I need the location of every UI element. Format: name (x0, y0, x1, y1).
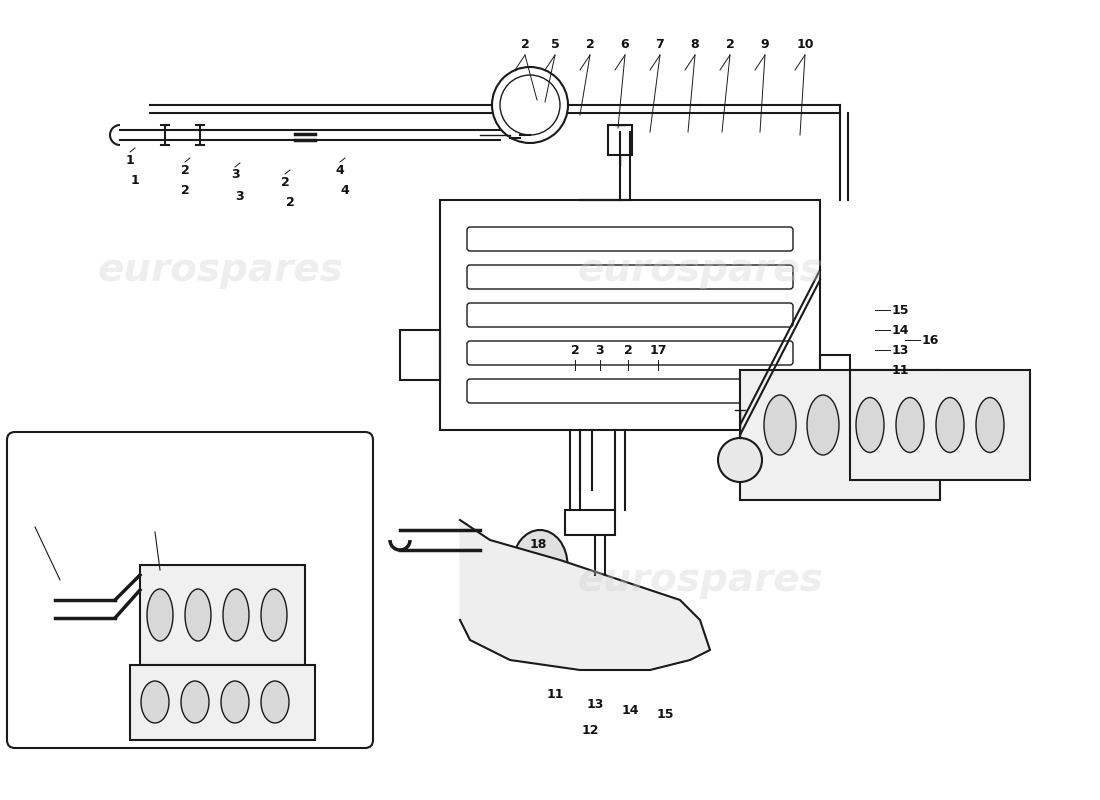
Text: 17: 17 (649, 343, 667, 357)
Text: eurospares: eurospares (578, 251, 823, 289)
Text: 8: 8 (691, 38, 700, 51)
Text: 3: 3 (235, 190, 244, 203)
Ellipse shape (764, 395, 796, 455)
Text: 2: 2 (571, 343, 580, 357)
Text: eurospares: eurospares (578, 561, 823, 599)
Text: 3: 3 (596, 343, 604, 357)
Text: 2: 2 (520, 38, 529, 51)
Text: 6: 6 (620, 38, 629, 51)
Bar (820, 355, 850, 390)
Text: 2: 2 (286, 195, 295, 209)
Ellipse shape (185, 589, 211, 641)
Ellipse shape (856, 398, 884, 453)
Text: 1: 1 (125, 154, 134, 166)
Ellipse shape (850, 395, 882, 455)
Ellipse shape (147, 589, 173, 641)
Text: 2: 2 (726, 38, 735, 51)
Text: eurospares: eurospares (97, 251, 343, 289)
Ellipse shape (513, 530, 568, 600)
Text: 10: 10 (796, 38, 814, 51)
Text: 13: 13 (586, 698, 604, 711)
Text: 4: 4 (341, 183, 350, 197)
FancyBboxPatch shape (7, 432, 373, 748)
Bar (440, 200, 820, 430)
Text: 2: 2 (624, 343, 632, 357)
Text: 15: 15 (891, 303, 909, 317)
Text: 19: 19 (146, 518, 164, 531)
Text: 11: 11 (891, 363, 909, 377)
Bar (608, 125, 632, 155)
Polygon shape (460, 520, 710, 670)
Text: 14: 14 (891, 323, 909, 337)
Ellipse shape (261, 681, 289, 723)
Text: 5: 5 (551, 38, 560, 51)
Text: 3: 3 (231, 169, 240, 182)
Ellipse shape (182, 681, 209, 723)
Text: 4: 4 (336, 163, 344, 177)
Text: 14: 14 (621, 703, 639, 717)
Ellipse shape (223, 589, 249, 641)
Bar (740, 370, 940, 500)
Text: eurospares: eurospares (97, 561, 343, 599)
Ellipse shape (893, 395, 925, 455)
Text: 7: 7 (656, 38, 664, 51)
Ellipse shape (141, 681, 169, 723)
Text: 13: 13 (891, 343, 909, 357)
Text: 1: 1 (131, 174, 140, 186)
Text: 16: 16 (922, 334, 938, 346)
Text: 9: 9 (761, 38, 769, 51)
Text: 2: 2 (180, 163, 189, 177)
Text: 11: 11 (547, 689, 563, 702)
Text: 2: 2 (180, 183, 189, 197)
Text: 20: 20 (26, 514, 44, 526)
Bar (565, 510, 615, 535)
Ellipse shape (896, 398, 924, 453)
Text: 12: 12 (581, 723, 598, 737)
Bar (140, 565, 305, 665)
Circle shape (718, 438, 762, 482)
Bar (130, 665, 315, 740)
Ellipse shape (976, 398, 1004, 453)
Bar (400, 330, 440, 380)
Ellipse shape (807, 395, 839, 455)
Ellipse shape (221, 681, 249, 723)
Ellipse shape (936, 398, 964, 453)
Text: 2: 2 (585, 38, 594, 51)
Ellipse shape (261, 589, 287, 641)
Text: 2: 2 (280, 175, 289, 189)
Text: 15: 15 (657, 709, 673, 722)
Bar (850, 370, 1030, 480)
Text: 18: 18 (529, 538, 547, 551)
